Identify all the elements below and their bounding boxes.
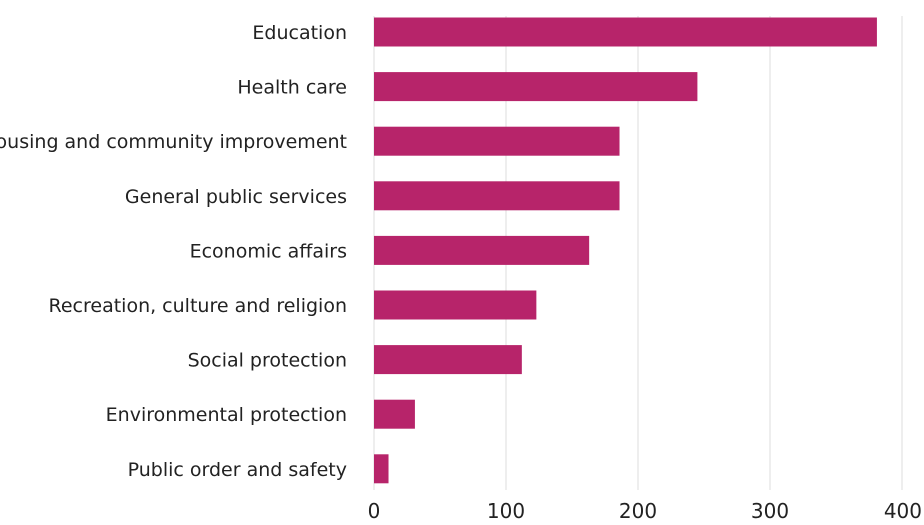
category-label: Health care (237, 77, 347, 99)
bar (374, 345, 522, 375)
category-labels: Education Health care Housing and communit… (0, 22, 347, 481)
category-label: Environmental protection (106, 404, 347, 426)
category-label: Education (252, 22, 347, 44)
x-tick-label: 200 (619, 499, 657, 523)
x-axis-tick-labels: 0 100 200 300 400 (368, 499, 922, 523)
x-tick-label: 0 (368, 499, 381, 523)
x-tick-label: 100 (487, 499, 525, 523)
bar (374, 72, 698, 102)
bar (374, 17, 877, 47)
category-label: Housing and community improvement (0, 131, 347, 153)
category-label: Public order and safety (128, 459, 347, 481)
category-label: General public services (125, 186, 347, 208)
bar (374, 126, 620, 156)
bar (374, 235, 590, 265)
category-label: Economic affairs (190, 240, 347, 262)
bar (374, 290, 537, 320)
category-label: Social protection (188, 350, 347, 372)
bar (374, 399, 415, 429)
x-tick-label: 400 (884, 499, 922, 523)
bars (374, 17, 877, 484)
x-tick-label: 300 (751, 499, 789, 523)
bar (374, 454, 389, 484)
bar (374, 181, 620, 211)
category-label: Recreation, culture and religion (49, 295, 348, 317)
